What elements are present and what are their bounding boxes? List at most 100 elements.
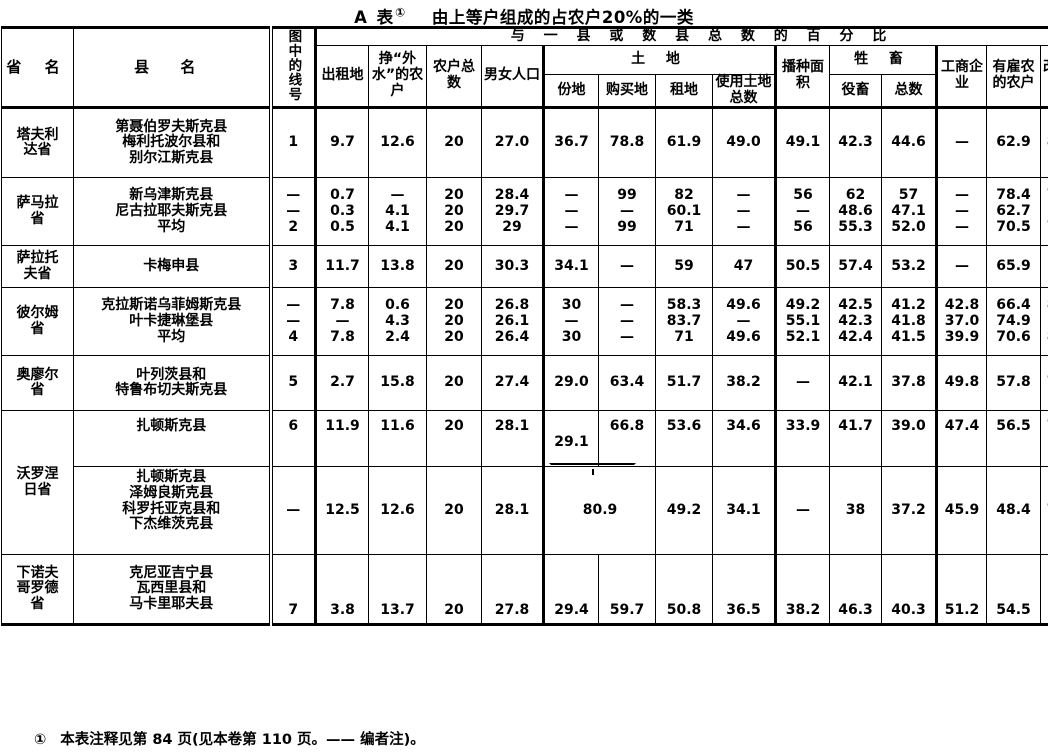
cell-purchased-land: 63.4	[598, 355, 656, 412]
row-province: 下诺夫 哥罗德 省	[1, 554, 74, 627]
cell-allotment-land: 30 — 30	[543, 287, 599, 357]
cell-sown-area: 33.9	[774, 410, 830, 468]
cell-rented-land: 49.2	[655, 466, 713, 556]
header-household-total: 农户总数	[426, 44, 482, 109]
row-counties: 第聂伯罗夫斯克县 梅利托波尔县和 别尔江斯克县	[73, 106, 271, 179]
cell-improved-tools: —	[1039, 554, 1048, 627]
row-province: 萨马拉 省	[1, 177, 74, 247]
row-counties: 卡梅申县	[73, 245, 271, 289]
cell-allotment-land-value: 29.1	[554, 433, 589, 450]
row-line-no: 6	[268, 410, 317, 468]
cell-purchased-land: 99 — 99	[598, 177, 656, 247]
footnote-text: 本表注释见第 84 页(见本卷第 110 页。—— 编者注)。	[60, 732, 425, 748]
cell-allotment-land: 29.4	[543, 554, 599, 627]
cell-household-total: 20 20 20	[426, 177, 482, 247]
cell-outside-water: — 4.1 4.1	[368, 177, 427, 247]
cell-hired-labour-households: 62.9	[986, 106, 1041, 179]
header-used-land-total: 使用土地总数	[712, 73, 776, 109]
cell-outside-water: 12.6	[368, 106, 427, 179]
row-line-no: —	[268, 466, 317, 556]
cell-household-total: 20 20 20	[426, 287, 482, 357]
cell-industry-commerce: — — —	[935, 177, 987, 247]
page-title: A 表① 由上等户组成的占农户20%的一类	[0, 0, 1048, 28]
cell-draft-animals: 38	[829, 466, 882, 556]
cell-rented-land: 58.3 83.7 71	[655, 287, 713, 357]
row-counties: 克拉斯诺乌菲姆斯克县 叶卡捷琳堡县 平均	[73, 287, 271, 357]
cell-purchased-land: 59.7	[598, 554, 656, 627]
cell-improved-tools: 85.5	[1039, 106, 1048, 179]
cell-draft-animals: 57.4	[829, 245, 882, 289]
header-row-span: 省 名 县 名 图中的线号 与 一 县 或 数 县 总 数 的 百 分 比	[1, 25, 1048, 109]
cell-rented-land: 50.8	[655, 554, 713, 627]
header-draft-animals: 役畜	[829, 73, 882, 109]
cell-livestock-total: 39.0	[881, 410, 937, 468]
cell-rented-land: 61.9	[655, 106, 713, 179]
cell-sown-area: —	[774, 466, 830, 556]
table-label: A 表	[354, 8, 396, 27]
row-line-no: 1	[268, 106, 317, 179]
table-row: 奥廖尔 省 叶列茨县和 特鲁布切夫斯克县 5 2.7 15.8 20 27.4 …	[1, 355, 1048, 412]
cell-used-land-total: 34.6	[712, 410, 776, 468]
header-population: 男女人口	[481, 44, 545, 109]
row-counties: 克尼亚吉宁县 瓦西里县和 马卡里耶夫县	[73, 554, 271, 627]
cell-rent-land: 3.8	[315, 554, 369, 627]
row-province: 萨拉托 夫省	[1, 245, 74, 289]
header-row-subs: 份地 购买地 租地 使用土地总数 役畜 总数	[2, 73, 1048, 109]
cell-hired-labour-households: 65.9	[986, 245, 1041, 289]
cell-land-merged: 80.9	[543, 466, 656, 556]
header-industry-commerce: 工商企业	[935, 44, 987, 109]
cell-livestock-total: 40.3	[881, 554, 937, 627]
cell-hired-labour-households: 66.4 74.9 70.6	[986, 287, 1041, 357]
cell-used-land-total: 38.2	[712, 355, 776, 412]
cell-draft-animals: 46.3	[829, 554, 882, 627]
cell-outside-water: 13.8	[368, 245, 427, 289]
cell-outside-water: 0.6 4.3 2.4	[368, 287, 427, 357]
cell-sown-area: 49.2 55.1 52.1	[774, 287, 830, 357]
cell-population: 27.0	[481, 106, 545, 179]
table-row: 萨马拉 省 新乌津斯克县 尼古拉耶夫斯克县 平均 — — 2 0.7 0.3 0…	[1, 177, 1048, 247]
header-rent-land: 出租地	[315, 44, 369, 109]
table-row: 彼尔姆 省 克拉斯诺乌菲姆斯克县 叶卡捷琳堡县 平均 — — 4 7.8 — 7…	[1, 287, 1048, 357]
cell-rent-land: 11.9	[315, 410, 369, 468]
cell-draft-animals: 42.3	[829, 106, 882, 179]
cell-industry-commerce: 51.2	[935, 554, 987, 627]
cell-improved-tools: 75.5	[1039, 355, 1048, 412]
header-rented-land: 租地	[655, 73, 713, 109]
title-text: 由上等户组成的占农户20%的一类	[431, 8, 694, 27]
cell-purchased-land: 78.8	[598, 106, 656, 179]
cell-hired-labour-households: 48.4	[986, 466, 1041, 556]
cell-livestock-total: 57 47.1 52.0	[881, 177, 937, 247]
header-line-no: 图中的线号	[268, 25, 317, 109]
cell-industry-commerce: 49.8	[935, 355, 987, 412]
cell-used-land-total: 49.6 — 49.6	[712, 287, 776, 357]
cell-household-total: 20	[426, 245, 482, 289]
header-livestock-span: 牲 畜	[829, 44, 937, 75]
cell-used-land-total: — — —	[712, 177, 776, 247]
row-line-no: 3	[268, 245, 317, 289]
cell-rented-land: 51.7	[655, 355, 713, 412]
cell-outside-water: 11.6	[368, 410, 427, 468]
cell-allotment-land: 29.1	[543, 410, 636, 468]
cell-livestock-total: 37.8	[881, 355, 937, 412]
cell-population: 28.4 29.7 29	[481, 177, 545, 247]
cell-rent-land: 0.7 0.3 0.5	[315, 177, 369, 247]
cell-industry-commerce: 45.9	[935, 466, 987, 556]
cell-allotment-land: 36.7	[543, 106, 599, 179]
cell-draft-animals: 62 48.6 55.3	[829, 177, 882, 247]
cell-population: 27.8	[481, 554, 545, 627]
cell-draft-animals: 41.7	[829, 410, 882, 468]
cell-hired-labour-households: 78.4 62.7 70.5	[986, 177, 1041, 247]
title-footnote-marker: ①	[395, 5, 406, 20]
cell-rent-land: 7.8 — 7.8	[315, 287, 369, 357]
row-line-no: — — 2	[268, 177, 317, 247]
cell-household-total: 20	[426, 355, 482, 412]
row-province: 彼尔姆 省	[1, 287, 74, 357]
cell-population: 27.4	[481, 355, 545, 412]
cell-population: 28.1	[481, 410, 545, 468]
header-percent-span: 与 一 县 或 数 县 总 数 的 百 分 比	[314, 26, 1048, 46]
row-line-no: — — 4	[268, 287, 317, 357]
cell-outside-water: 15.8	[368, 355, 427, 412]
cell-rented-land: 53.6	[655, 410, 713, 468]
table-row: 扎顿斯克县 泽姆良斯克县 科罗托亚克县和 下杰维茨克县 — 12.5 12.6 …	[2, 466, 1048, 556]
